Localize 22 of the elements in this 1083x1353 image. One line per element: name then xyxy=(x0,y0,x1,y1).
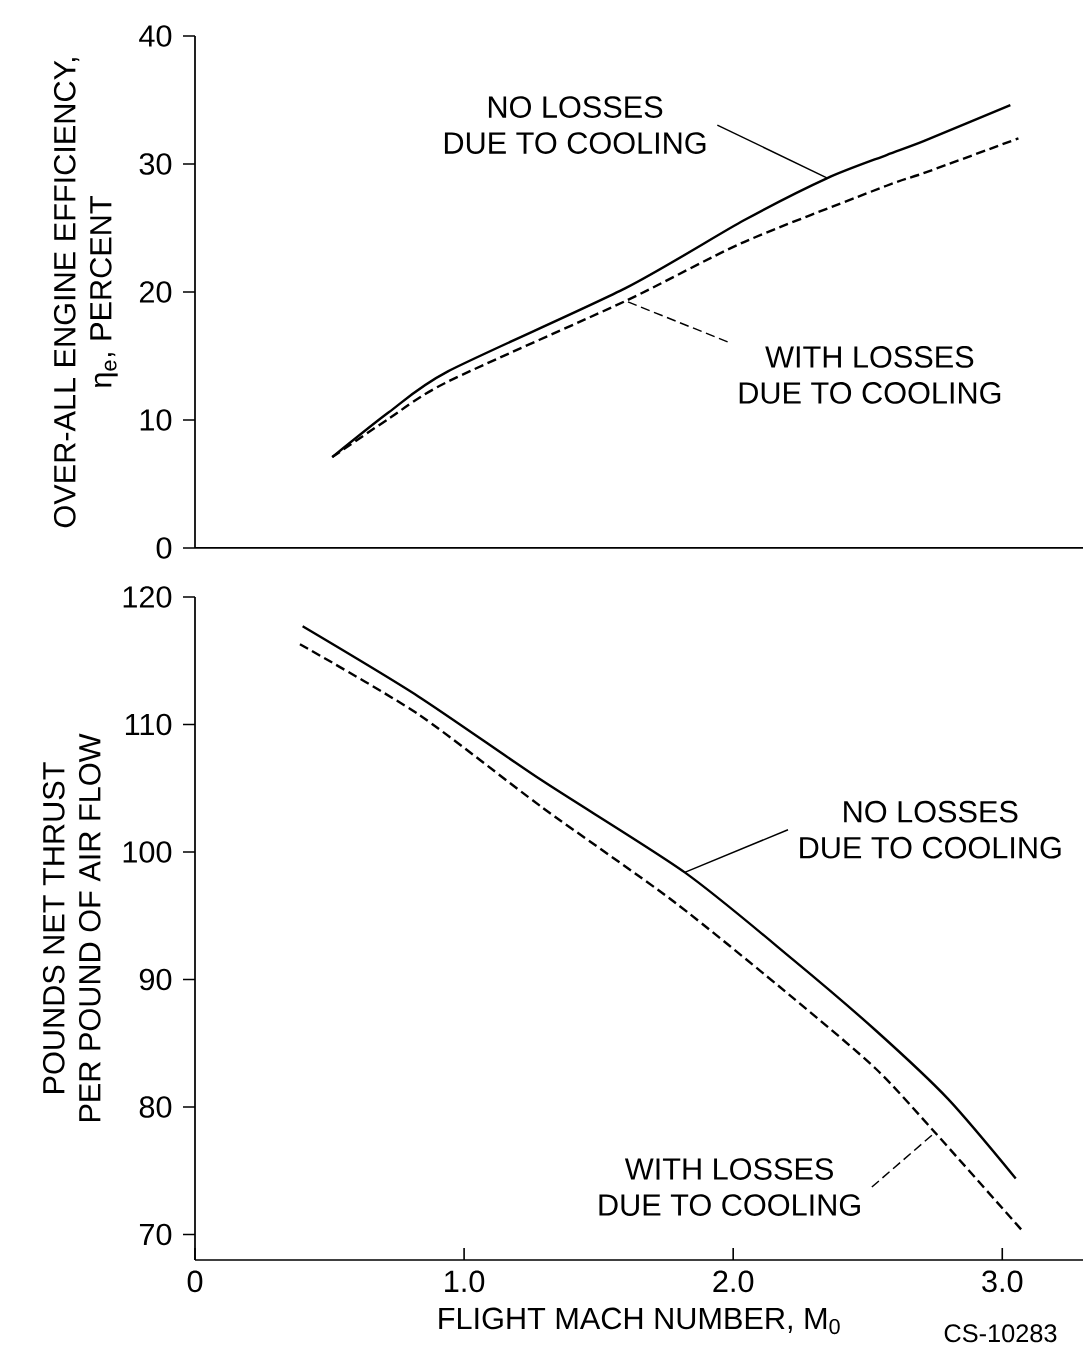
y-tick-label: 0 xyxy=(156,537,172,559)
y-tick-label: 110 xyxy=(125,713,172,736)
legend-label: WITH LOSSES DUE TO COOLING xyxy=(599,1158,860,1216)
text: NO LOSSES DUE TO COOLING xyxy=(444,96,706,154)
text: WITH LOSSES DUE TO COOLING xyxy=(739,346,1001,404)
y-tick-label: 120 xyxy=(123,586,172,608)
text: NO LOSSES DUE TO COOLING xyxy=(800,800,1061,859)
x-tick-label: 3.0 xyxy=(982,1270,1023,1293)
y-tick-label: 40 xyxy=(139,25,172,47)
y-tick-label: 90 xyxy=(139,968,172,991)
x-tick-label: 0 xyxy=(187,1270,203,1293)
x-axis-title: FLIGHT MACH NUMBER, M$_{0}$ xyxy=(439,1307,840,1335)
y-tick-label: 70 xyxy=(139,1223,172,1246)
y-tick-label: 30 xyxy=(139,153,172,175)
y-tick-label: 100 xyxy=(123,841,172,863)
y-axis-title: POUNDS NET THRUST PER POUND OF AIR FLOW xyxy=(42,733,101,1122)
x-tick-label: 1.0 xyxy=(445,1270,485,1293)
text: CS-10283 xyxy=(944,1324,1057,1343)
y-tick-label: 20 xyxy=(139,281,172,303)
x-tick-label: 2.0 xyxy=(713,1270,754,1293)
y-tick-label: 80 xyxy=(139,1096,172,1118)
y-tick-label: 10 xyxy=(140,409,172,431)
